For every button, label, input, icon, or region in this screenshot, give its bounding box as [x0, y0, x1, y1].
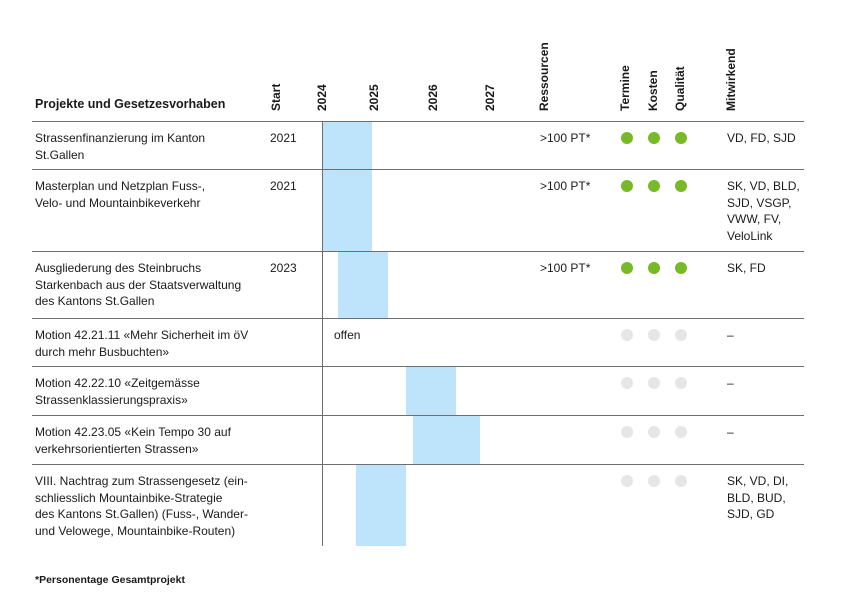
- partners: –: [727, 425, 734, 439]
- column-header-kosten: Kosten: [646, 70, 660, 111]
- status-dot: [648, 329, 660, 341]
- project-name: VIII. Nachtrag zum Strassengesetz (ein- …: [35, 474, 248, 538]
- project-name: Ausgliederung des Steinbruchs Starkenbac…: [35, 261, 242, 308]
- row-divider: [32, 251, 804, 252]
- timeline-note: offen: [334, 328, 361, 342]
- project-start: 2021: [270, 131, 297, 145]
- project-name: Masterplan und Netzplan Fuss-, Velo- und…: [35, 179, 206, 210]
- partners: SK, VD, BLD, SJD, VSGP, VWW, FV, VeloLin…: [727, 179, 800, 243]
- status-dot: [648, 180, 660, 192]
- partners: –: [727, 328, 734, 342]
- column-header-qualitaet: Qualität: [673, 66, 687, 111]
- row-divider: [32, 169, 804, 170]
- timeline-bar: [406, 367, 456, 415]
- column-header-year-2024: 2024: [315, 84, 329, 111]
- status-dot: [675, 132, 687, 144]
- footnote: *Personentage Gesamtprojekt: [35, 574, 185, 586]
- status-dot: [621, 180, 633, 192]
- status-dot: [621, 329, 633, 341]
- timeline-bar: [413, 416, 480, 464]
- row-divider: [32, 464, 804, 465]
- resources-value: >100 PT*: [540, 131, 591, 145]
- column-header-mitwirkend: Mitwirkend: [724, 48, 738, 111]
- partners: SK, FD: [727, 261, 766, 275]
- timeline-bar: [338, 252, 388, 318]
- timeline-bar: [322, 170, 372, 251]
- status-dot: [648, 426, 660, 438]
- project-start: 2021: [270, 179, 297, 193]
- row-divider: [32, 366, 804, 367]
- row-divider: [32, 415, 804, 416]
- status-dot: [621, 132, 633, 144]
- status-dot: [621, 262, 633, 274]
- partners: –: [727, 376, 734, 390]
- partners: VD, FD, SJD: [727, 131, 796, 145]
- project-name: Strassenfinanzierung im Kanton St.Gallen: [35, 131, 206, 162]
- timeline-axis-line: [322, 121, 323, 546]
- table-title: Projekte und Gesetzesvorhaben: [35, 97, 226, 111]
- project-name: Motion 42.23.05 «Kein Tempo 30 auf verke…: [35, 425, 231, 456]
- project-name: Motion 42.21.11 «Mehr Sicherheit im öV d…: [35, 328, 249, 359]
- status-dot: [675, 426, 687, 438]
- project-name: Motion 42.22.10 «Zeitgemässe Strassenkla…: [35, 376, 200, 407]
- row-divider: [32, 121, 804, 122]
- row-divider: [32, 318, 804, 319]
- resources-value: >100 PT*: [540, 179, 591, 193]
- status-dot: [621, 377, 633, 389]
- status-dot: [675, 377, 687, 389]
- column-header-termine: Termine: [618, 65, 632, 111]
- column-header-year-2025: 2025: [367, 84, 381, 111]
- timeline-bar: [356, 465, 406, 546]
- status-dot: [648, 377, 660, 389]
- status-dot: [648, 475, 660, 487]
- column-header-start: Start: [269, 83, 283, 111]
- column-header-year-2027: 2027: [483, 84, 497, 111]
- column-header-year-2026: 2026: [426, 84, 440, 111]
- status-dot: [675, 475, 687, 487]
- timeline-bar: [322, 122, 372, 169]
- project-start: 2023: [270, 261, 297, 275]
- status-dot: [648, 132, 660, 144]
- partners: SK, VD, DI, BLD, BUD, SJD, GD: [727, 474, 789, 521]
- status-dot: [675, 262, 687, 274]
- resources-value: >100 PT*: [540, 261, 591, 275]
- status-dot: [621, 475, 633, 487]
- status-dot: [621, 426, 633, 438]
- column-header-resources: Ressourcen: [537, 42, 551, 111]
- status-dot: [675, 180, 687, 192]
- status-dot: [675, 329, 687, 341]
- status-dot: [648, 262, 660, 274]
